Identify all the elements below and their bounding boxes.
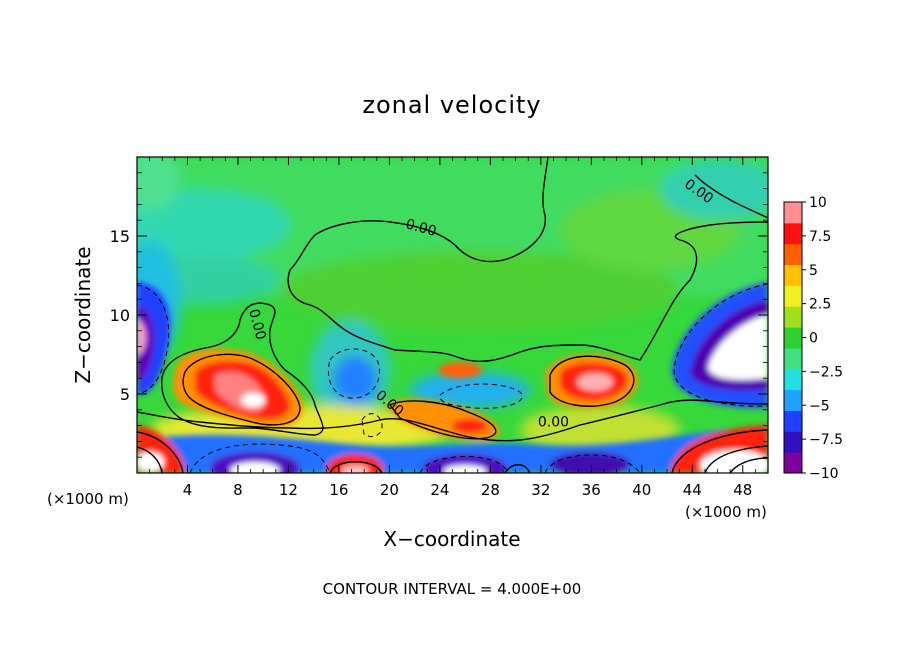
colorbar-tick-label: −2.5 bbox=[809, 364, 843, 380]
upper-left-cyan bbox=[137, 157, 180, 210]
east-white-bottom bbox=[700, 450, 768, 473]
x-axis: 4 8 12 16 20 24 28 32 36 40 44 48 bbox=[149, 157, 756, 499]
contour-cell-26 bbox=[388, 400, 497, 440]
colorbar-swatch bbox=[784, 306, 802, 328]
dashed-bottom-24 bbox=[419, 456, 509, 473]
contour-17-bottom bbox=[329, 461, 383, 473]
colorbar-swatch bbox=[784, 431, 802, 453]
x-tick-label: 16 bbox=[329, 481, 348, 499]
east-white-core bbox=[708, 315, 768, 380]
y-tick-label: 5 bbox=[120, 385, 130, 404]
zero-contour-low bbox=[137, 399, 768, 442]
x-tick-label: 32 bbox=[531, 481, 550, 499]
contour-label-text: 0.00 bbox=[245, 307, 269, 341]
contour-label-text: 0.00 bbox=[404, 216, 438, 240]
colorbar-swatch bbox=[784, 202, 802, 224]
contour-label-text: 0.00 bbox=[538, 414, 569, 430]
contour-cell-8-12 bbox=[182, 353, 301, 426]
central-blue bbox=[333, 356, 377, 404]
zero-contour-main bbox=[287, 157, 768, 362]
dashed-under-36 bbox=[439, 383, 523, 409]
contour-west-white bbox=[137, 446, 163, 473]
small-positive-24 bbox=[438, 362, 482, 378]
colorbar-tick-label: 2.5 bbox=[809, 297, 831, 313]
north-green-core bbox=[280, 250, 680, 330]
dashed-contours bbox=[137, 283, 768, 473]
colorbar-swatch bbox=[784, 264, 802, 286]
colorbar-swatch bbox=[784, 222, 802, 245]
dashed-west-upper bbox=[137, 284, 170, 395]
x-tick-label: 40 bbox=[632, 481, 651, 499]
contour-cell-36 bbox=[549, 355, 635, 407]
colorbar-tick-label: −7.5 bbox=[809, 432, 843, 448]
x-tick-label: 20 bbox=[380, 481, 399, 499]
x-tick-label: 44 bbox=[683, 481, 702, 499]
dashed-blue-19 bbox=[361, 413, 383, 438]
bottom-white-17 bbox=[341, 465, 369, 473]
zero-contour-west bbox=[161, 302, 324, 436]
y-axis-label: Z−coordinate bbox=[71, 246, 95, 383]
x-tick-label: 48 bbox=[733, 481, 752, 499]
bottom-positive-17 bbox=[327, 454, 383, 473]
positive-cell-26-core bbox=[452, 419, 488, 433]
upper-cyan-band bbox=[137, 190, 290, 260]
cyan-east-upper bbox=[660, 160, 768, 220]
positive-cell-36-core bbox=[577, 373, 613, 391]
contour-lines bbox=[137, 157, 768, 473]
x-unit-label-right: (×1000 m) bbox=[685, 503, 767, 521]
colorbar-swatch bbox=[784, 243, 802, 266]
y-axis: 5 10 15 bbox=[110, 172, 768, 458]
colorbar-swatch bbox=[784, 368, 802, 391]
bottom-white-10 bbox=[230, 462, 280, 473]
colorbar-tick-label: −10 bbox=[809, 466, 839, 482]
colorbar-swatch bbox=[784, 327, 802, 349]
dashed-east-upper bbox=[673, 283, 768, 407]
y-tick-label: 10 bbox=[110, 306, 130, 325]
dashed-central-blue bbox=[327, 348, 380, 399]
colorbar-swatch bbox=[784, 285, 802, 307]
contour-label: 0.00 bbox=[245, 307, 269, 341]
contour-label: 0.00 bbox=[404, 216, 438, 240]
colorbar-swatch bbox=[784, 347, 802, 370]
chart-title: zonal velocity bbox=[362, 91, 541, 119]
x-tick-label: 12 bbox=[279, 481, 298, 499]
positive-cell-8-12-core bbox=[241, 393, 265, 407]
colorbar-tick-label: 5 bbox=[809, 263, 818, 279]
contour-label: 0.00 bbox=[538, 414, 569, 430]
x-axis-label: X−coordinate bbox=[383, 527, 520, 551]
x-tick-label: 36 bbox=[582, 481, 601, 499]
contour-east-white bbox=[704, 445, 768, 473]
colorbar-swatch bbox=[784, 410, 802, 432]
x-unit-label-left: (×1000 m) bbox=[47, 490, 129, 508]
contour-east-bottom bbox=[671, 429, 768, 473]
dashed-bottom-36 bbox=[544, 454, 641, 473]
x-tick-label: 4 bbox=[183, 481, 193, 499]
cyan-under-36 bbox=[410, 372, 530, 408]
dashed-bottom-band bbox=[189, 443, 331, 473]
zero-contour-upper bbox=[694, 174, 768, 219]
colorbar-tick-label: 10 bbox=[809, 195, 827, 211]
colorbar-tick-label: −5 bbox=[809, 398, 830, 414]
y-tick-label: 15 bbox=[110, 227, 130, 246]
colorbar: 10 7.5 5 2.5 0 −2.5 −5 −7.5 −10 bbox=[783, 195, 843, 482]
colorbar-swatch bbox=[784, 452, 802, 474]
x-tick-label: 8 bbox=[233, 481, 243, 499]
contour-east-inner bbox=[729, 457, 768, 473]
colorbar-tick-label: 0 bbox=[809, 331, 818, 347]
colorbar-tick-label: 7.5 bbox=[809, 229, 831, 245]
heatmap-field bbox=[137, 157, 768, 473]
contour-interval-footnote: CONTOUR INTERVAL = 4.000E+00 bbox=[323, 580, 582, 598]
contour-west-bottom bbox=[137, 431, 184, 473]
colorbar-swatch bbox=[784, 389, 802, 411]
west-white-bottom bbox=[137, 452, 164, 472]
x-tick-label: 24 bbox=[430, 481, 449, 499]
x-tick-label: 28 bbox=[481, 481, 500, 499]
